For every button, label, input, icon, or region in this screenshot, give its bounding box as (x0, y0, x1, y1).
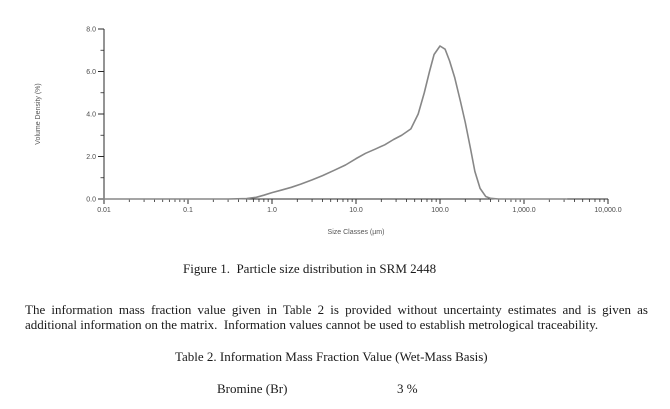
table2-title: Table 2. Information Mass Fraction Value… (175, 349, 488, 364)
y-tick-label: 0.0 (86, 197, 96, 204)
x-tick-label: 10,000.0 (594, 207, 621, 214)
mass-fraction-value: 3 % (397, 381, 418, 396)
info-paragraph: The information mass fraction value give… (25, 302, 648, 332)
x-tick-label: 100.0 (431, 207, 449, 214)
analyte-label: Bromine (Br) (217, 381, 288, 396)
x-axis-title: Size Classes (µm) (328, 229, 385, 236)
paragraph-line-1: The information mass fraction value give… (25, 302, 648, 317)
particle-size-distribution-chart: 0.01 0.1 1.0 10.0 100.0 1,000.0 10,000.0 0.0 2.0… (35, 27, 622, 237)
figure-caption: Figure 1. Particle size distribution in … (183, 261, 437, 276)
y-tick-label: 2.0 (86, 154, 96, 161)
paragraph-line-2: additional information on the matrix. In… (25, 316, 599, 332)
x-tick-label: 0.01 (97, 207, 111, 214)
x-tick-label: 1,000.0 (512, 207, 535, 214)
x-tick-label: 1.0 (267, 207, 277, 214)
x-tick-label: 10.0 (349, 207, 363, 214)
y-axis-title: Volume Density (%) (35, 83, 42, 144)
volume-density-curve (103, 45, 568, 200)
y-tick-label: 8.0 (86, 27, 96, 34)
x-tick-label: 0.1 (183, 207, 193, 214)
y-tick-label: 6.0 (86, 69, 96, 76)
table-row: Bromine (Br) 3 % (0, 381, 670, 397)
y-tick-label: 4.0 (86, 112, 96, 119)
